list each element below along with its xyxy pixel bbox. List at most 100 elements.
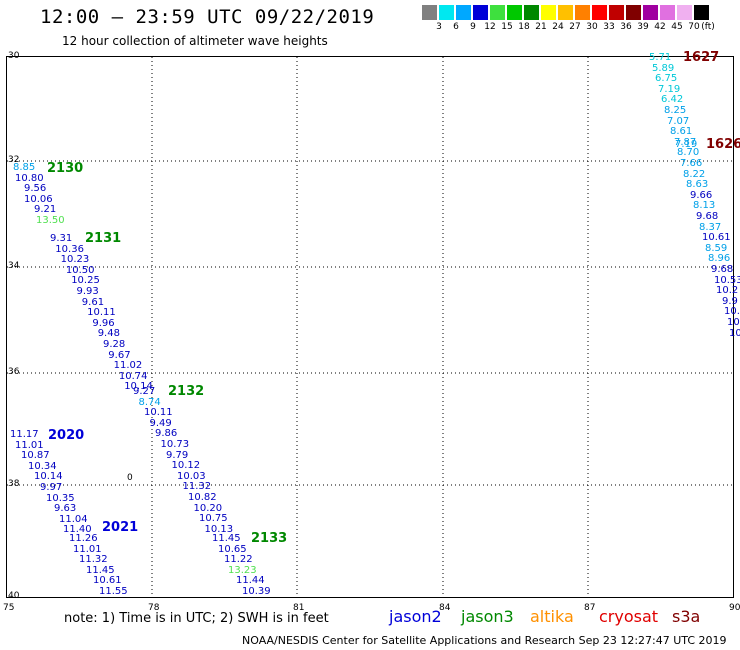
legend-swatch	[694, 5, 710, 20]
track-reading: 10.61	[93, 575, 122, 587]
track-reading: 11.40	[63, 524, 92, 536]
legend-label: 15	[501, 22, 513, 32]
track-reading: 13.50	[36, 215, 65, 226]
longitude-label: 78	[148, 603, 160, 613]
legend-swatch	[626, 5, 642, 20]
track-reading: 10.06	[24, 193, 53, 205]
track-reading: 9.21	[34, 204, 57, 216]
legend-swatch	[575, 5, 591, 20]
track-reading: 11.22	[224, 554, 253, 566]
legend-unit: (ft)	[701, 22, 715, 32]
track-reading: 10.75	[199, 513, 228, 525]
track-reading: 7.07	[667, 115, 690, 127]
track-reading: 11.26	[69, 533, 98, 544]
track-reading: 8.25	[664, 105, 687, 116]
track-reading: 9.86	[155, 428, 178, 440]
legend-label: 70	[688, 22, 700, 32]
track-id-label: 2132	[168, 384, 205, 399]
longitude-label: 84	[439, 603, 451, 613]
map-subtitle: 12 hour collection of altimeter wave hei…	[62, 34, 328, 48]
track-reading: 10.74	[118, 370, 148, 382]
track-reading: 8.85	[13, 162, 36, 173]
legend-label: 3	[436, 22, 442, 32]
track-reading: 10.73	[160, 439, 190, 450]
track-reading: 8.61	[670, 126, 693, 138]
track-id-label: 2131	[85, 231, 122, 246]
track-reading: 9.31	[50, 233, 73, 244]
track-reading: 10.39	[242, 586, 271, 597]
legend-swatch	[592, 5, 608, 20]
satellite-altika: altika	[530, 607, 574, 626]
track-reading: 8.96	[708, 253, 731, 265]
legend-swatch	[524, 5, 540, 20]
longitude-label: 90	[729, 603, 740, 613]
track-reading: 8.70	[677, 147, 700, 159]
track-reading: 11.55	[99, 586, 128, 597]
track-reading: 10.80	[15, 172, 44, 184]
track-reading: 11.32	[79, 554, 108, 566]
track-id-label: 2130	[47, 161, 84, 176]
legend-swatch	[643, 5, 659, 20]
track-reading: 8.74	[138, 396, 161, 408]
legend-label: 39	[637, 22, 649, 32]
legend-label: 42	[654, 22, 666, 32]
track-reading: 10.36	[55, 243, 84, 255]
track-reading: 8.59	[705, 242, 728, 254]
legend-swatch	[541, 5, 557, 20]
legend-swatch	[439, 5, 455, 20]
track-reading: 9.68	[696, 211, 719, 222]
latitude-label: 30	[8, 51, 20, 61]
legend-label: 36	[620, 22, 632, 32]
track-reading: 8.37	[699, 221, 722, 233]
track-reading: 10.35	[46, 492, 75, 504]
legend-swatch	[422, 5, 438, 20]
latitude-label: 38	[8, 479, 20, 489]
track-reading: 9.48	[97, 328, 120, 340]
track-reading: 13.23	[228, 564, 257, 576]
misc-mark: 0	[127, 473, 133, 483]
track-id-label: 1626	[706, 137, 740, 152]
track-reading: 10.23	[60, 254, 90, 266]
legend-label: 45	[671, 22, 683, 32]
track-reading: 11.45	[212, 533, 241, 544]
track-id-label: 1627	[683, 50, 720, 65]
track-reading: 11.01	[15, 439, 44, 451]
track-reading: 9.9	[722, 295, 738, 307]
latitude-label: 32	[8, 155, 20, 165]
legend-label: 30	[586, 22, 598, 32]
legend-label: 24	[552, 22, 564, 32]
latitude-label: 36	[8, 367, 20, 377]
track-reading: 11.32	[182, 481, 212, 493]
track-reading: 10.20	[193, 502, 223, 514]
track-reading: 11.01	[73, 543, 102, 555]
track-reading: 11.44	[236, 575, 265, 587]
track-reading: 9.93	[76, 286, 99, 297]
legend-label: 18	[518, 22, 530, 32]
track-reading: 7.66	[680, 158, 703, 169]
track-reading: 5.89	[652, 62, 675, 74]
track-reading: 9.66	[690, 189, 713, 201]
legend-label: 21	[535, 22, 547, 32]
track-reading: 8.63	[686, 179, 709, 191]
track-reading: 11.17	[10, 429, 39, 440]
latitude-label: 34	[8, 261, 20, 271]
legend-swatch	[473, 5, 489, 20]
track-reading: 9.97	[40, 482, 63, 493]
track-id-label: 2020	[48, 428, 85, 443]
track-reading: 9.67	[108, 349, 131, 361]
track-reading: 10.50	[65, 264, 95, 276]
satellite-cryosat: cryosat	[599, 607, 659, 626]
legend-swatch	[660, 5, 676, 20]
track-reading: 6.75	[655, 73, 678, 85]
map-title: 12:00 – 23:59 UTC 09/22/2019	[40, 6, 375, 28]
legend-label: 6	[453, 22, 459, 32]
track-reading: 10.87	[21, 450, 50, 462]
track-reading: 10.25	[71, 275, 100, 287]
track-reading: 5.71	[649, 52, 672, 63]
legend-label: 33	[603, 22, 615, 32]
track-reading: 9.49	[149, 417, 172, 429]
legend-label: 12	[484, 22, 496, 32]
longitude-label: 87	[584, 603, 596, 613]
track-reading: 10.14	[124, 381, 153, 393]
satellite-jason3: jason3	[461, 607, 514, 626]
